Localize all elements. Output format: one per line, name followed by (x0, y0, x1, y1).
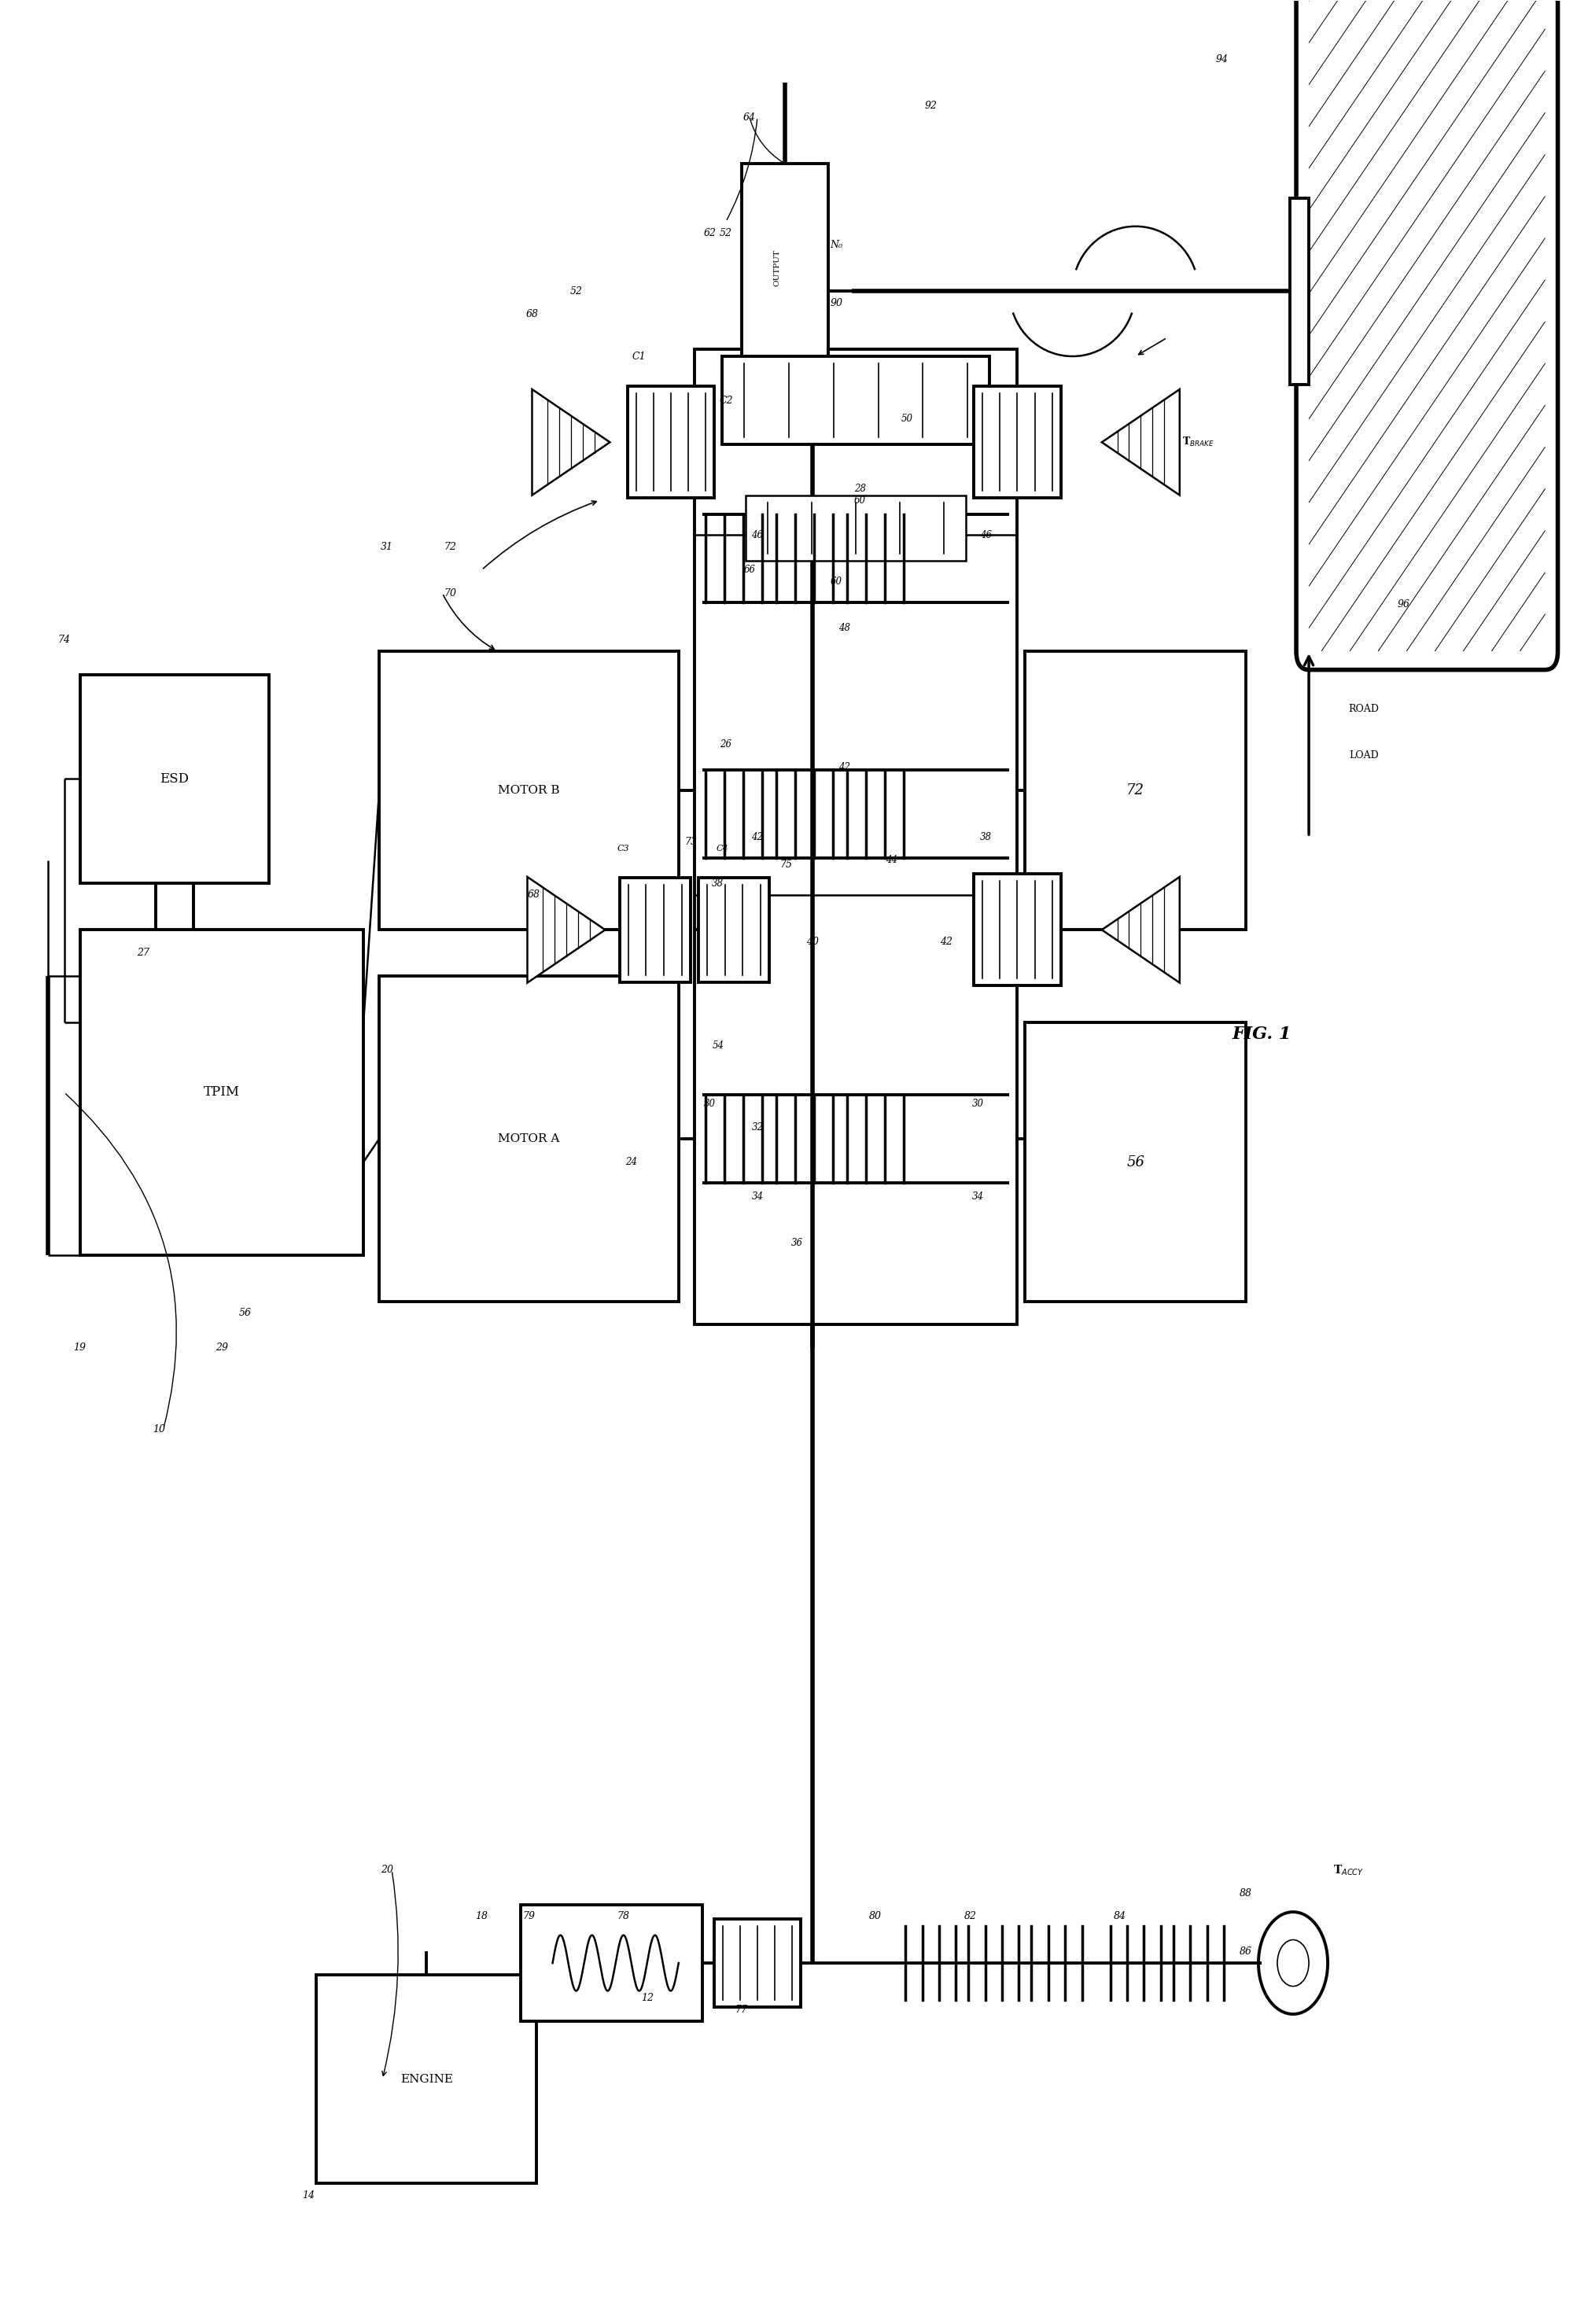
Text: 46: 46 (979, 530, 992, 539)
Bar (973, 386, 1060, 497)
Bar (741, 163, 828, 372)
Text: ROAD: ROAD (1348, 704, 1378, 713)
Text: 27: 27 (137, 948, 150, 957)
Text: 82: 82 (964, 1910, 976, 1922)
Text: C4: C4 (716, 844, 729, 853)
Text: 60: 60 (853, 495, 866, 504)
Bar (694, 349, 1017, 1325)
Text: 29: 29 (216, 1343, 227, 1353)
Bar (722, 356, 989, 444)
Text: 86: 86 (1240, 1945, 1252, 1957)
Text: 73: 73 (684, 837, 697, 846)
Text: T$_{ACCY}$: T$_{ACCY}$ (1333, 1864, 1363, 1878)
Text: 52: 52 (719, 228, 732, 239)
Text: 78: 78 (617, 1910, 629, 1922)
Polygon shape (531, 390, 610, 495)
Text: 90: 90 (830, 297, 842, 309)
Text: 72: 72 (1126, 783, 1143, 797)
Text: C1: C1 (632, 351, 647, 363)
Polygon shape (1101, 876, 1180, 983)
Text: LOAD: LOAD (1348, 751, 1378, 760)
Text: 54: 54 (711, 1041, 724, 1050)
Text: 36: 36 (790, 1239, 803, 1248)
Text: C3: C3 (617, 844, 629, 853)
Text: 75: 75 (779, 860, 792, 869)
Text: 96: 96 (1396, 600, 1408, 609)
Text: 66: 66 (743, 565, 755, 574)
Text: 32: 32 (751, 1122, 763, 1132)
Text: 64: 64 (743, 112, 755, 123)
Text: 46: 46 (751, 530, 763, 539)
Text: 42: 42 (751, 832, 763, 841)
Bar (1025, 651, 1246, 930)
Text: 94: 94 (1216, 53, 1228, 65)
Bar (80, 930, 363, 1255)
Bar (80, 674, 268, 883)
Text: 50: 50 (900, 414, 913, 425)
Text: 34: 34 (751, 1192, 763, 1202)
Text: N₀: N₀ (830, 239, 842, 251)
Bar (628, 386, 714, 497)
Text: 68: 68 (525, 309, 538, 321)
Text: 18: 18 (475, 1910, 487, 1922)
Text: 56: 56 (238, 1308, 251, 1318)
Text: 31: 31 (380, 541, 393, 551)
Bar (1290, 198, 1309, 383)
Text: 48: 48 (837, 623, 850, 632)
Text: 56: 56 (1126, 1155, 1143, 1169)
Text: 20: 20 (380, 1866, 393, 1875)
Text: 88: 88 (1240, 1889, 1252, 1899)
Text: 70: 70 (443, 588, 456, 597)
Text: OUTPUT: OUTPUT (773, 249, 781, 286)
Polygon shape (1101, 390, 1180, 495)
Text: 74: 74 (58, 634, 71, 644)
Text: 38: 38 (711, 878, 724, 888)
Text: MOTOR B: MOTOR B (498, 786, 560, 797)
Bar (520, 1906, 702, 2022)
Bar (1025, 1023, 1246, 1301)
Text: 30: 30 (971, 1099, 984, 1109)
Text: 52: 52 (569, 286, 582, 297)
Text: 60: 60 (830, 576, 842, 586)
Text: 12: 12 (640, 1992, 653, 2003)
Text: 14: 14 (301, 2189, 314, 2201)
Text: 34: 34 (971, 1192, 984, 1202)
Text: 68: 68 (527, 890, 539, 899)
Text: FIG. 1: FIG. 1 (1232, 1025, 1290, 1043)
Text: 40: 40 (806, 937, 818, 946)
Text: ENGINE: ENGINE (401, 2073, 453, 2085)
FancyBboxPatch shape (1296, 0, 1556, 669)
Text: 84: 84 (1113, 1910, 1126, 1922)
Polygon shape (527, 876, 606, 983)
Text: ESD: ESD (159, 772, 189, 786)
Text: 79: 79 (522, 1910, 535, 1922)
Bar (714, 1920, 800, 2008)
Text: 30: 30 (703, 1099, 716, 1109)
Bar (973, 874, 1060, 985)
Text: 77: 77 (735, 2003, 747, 2015)
Text: 24: 24 (624, 1157, 637, 1167)
Text: 92: 92 (924, 100, 937, 112)
Text: 42: 42 (837, 762, 850, 772)
Text: MOTOR A: MOTOR A (498, 1134, 560, 1143)
Bar (699, 878, 770, 983)
Text: 80: 80 (869, 1910, 882, 1922)
Text: TPIM: TPIM (203, 1085, 240, 1099)
Text: 28: 28 (853, 483, 866, 493)
Text: 19: 19 (74, 1343, 87, 1353)
Text: 44: 44 (885, 855, 897, 865)
Bar (378, 651, 678, 930)
Bar (315, 1975, 536, 2185)
Text: 72: 72 (443, 541, 456, 551)
Text: 62: 62 (703, 228, 716, 239)
Text: C2: C2 (719, 395, 732, 407)
Text: 42: 42 (940, 937, 953, 946)
Text: 38: 38 (979, 832, 992, 841)
Bar (378, 976, 678, 1301)
Text: 10: 10 (153, 1425, 166, 1434)
Bar (746, 495, 965, 560)
Text: T$_{BRAKE}$: T$_{BRAKE}$ (1181, 437, 1214, 449)
Bar (620, 878, 691, 983)
Text: 26: 26 (719, 739, 732, 748)
